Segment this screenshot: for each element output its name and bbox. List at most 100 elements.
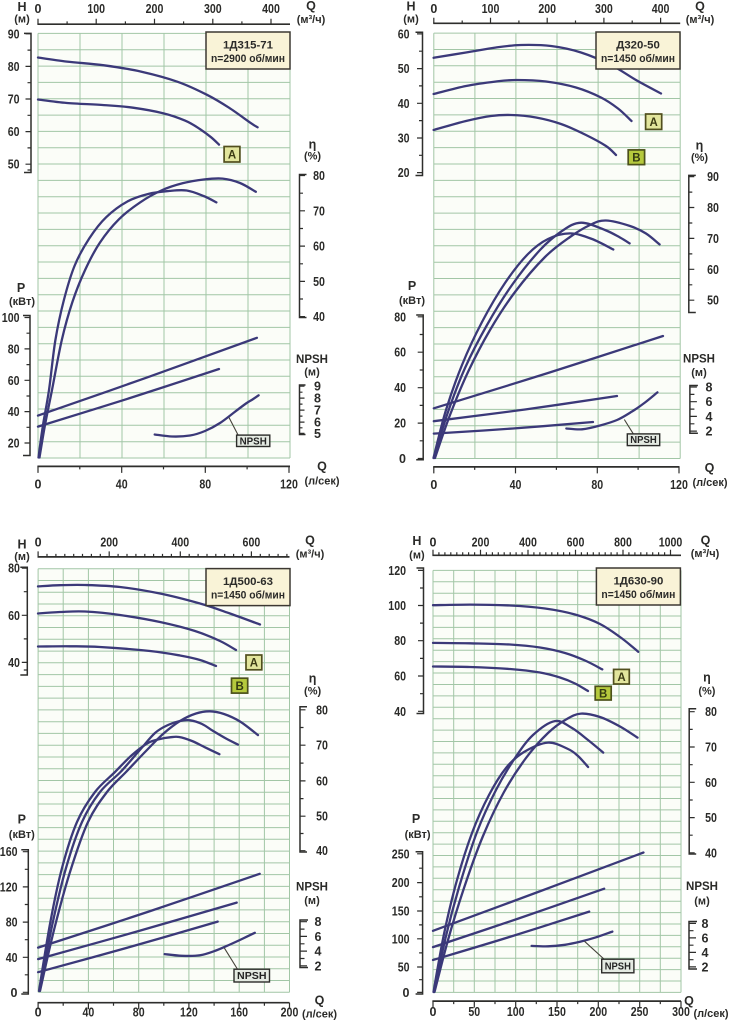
svg-text:0: 0 [11, 986, 18, 1000]
svg-text:60: 60 [394, 670, 406, 684]
svg-text:300: 300 [672, 1005, 690, 1019]
svg-text:50: 50 [398, 62, 410, 76]
svg-text:n=1450 об/мин: n=1450 об/мин [601, 589, 675, 601]
svg-text:400: 400 [652, 2, 670, 16]
svg-text:150: 150 [548, 1005, 566, 1019]
svg-text:NPSH: NPSH [683, 353, 715, 365]
svg-text:70: 70 [705, 741, 717, 755]
svg-text:(%): (%) [691, 152, 708, 164]
svg-text:30: 30 [398, 132, 410, 146]
svg-text:8: 8 [314, 392, 321, 406]
svg-text:60: 60 [707, 263, 719, 277]
svg-text:40: 40 [394, 705, 406, 719]
svg-text:200: 200 [392, 876, 410, 890]
svg-text:100: 100 [87, 2, 105, 16]
svg-text:6: 6 [706, 395, 713, 409]
svg-text:400: 400 [262, 2, 280, 16]
svg-text:NPSH: NPSH [605, 962, 631, 973]
svg-text:100: 100 [507, 1005, 525, 1019]
svg-text:20: 20 [398, 166, 410, 180]
svg-text:70: 70 [313, 204, 325, 218]
svg-text:80: 80 [394, 634, 406, 648]
svg-text:200: 200 [146, 2, 164, 16]
svg-text:0: 0 [430, 2, 437, 16]
svg-text:60: 60 [394, 346, 406, 360]
svg-text:n=2900 об/мин: n=2900 об/мин [211, 53, 285, 65]
svg-text:600: 600 [567, 536, 585, 550]
svg-text:0: 0 [399, 452, 406, 466]
svg-text:NPSH: NPSH [296, 882, 328, 894]
svg-text:80: 80 [313, 169, 325, 183]
svg-text:0: 0 [430, 536, 437, 550]
svg-text:40: 40 [313, 310, 325, 324]
svg-text:70: 70 [707, 232, 719, 246]
svg-text:NPSH: NPSH [240, 436, 267, 447]
svg-text:0: 0 [430, 1005, 437, 1019]
svg-text:4: 4 [702, 946, 709, 960]
svg-text:200: 200 [281, 1006, 299, 1020]
svg-text:(л/сек): (л/сек) [304, 476, 339, 488]
svg-text:40: 40 [394, 381, 406, 395]
svg-text:P: P [18, 813, 26, 827]
svg-text:80: 80 [6, 916, 18, 930]
svg-text:200: 200 [538, 2, 556, 16]
svg-text:800: 800 [614, 536, 632, 550]
svg-text:6: 6 [314, 416, 321, 430]
svg-text:Q: Q [315, 994, 325, 1008]
svg-text:(м³/ч): (м³/ч) [691, 548, 720, 560]
svg-text:80: 80 [199, 478, 211, 492]
svg-text:n=1450 об/мин: n=1450 об/мин [211, 590, 285, 602]
svg-text:120: 120 [280, 478, 298, 492]
svg-text:(м): (м) [304, 366, 320, 378]
svg-text:80: 80 [591, 478, 603, 492]
svg-text:H: H [406, 0, 415, 14]
svg-text:8: 8 [706, 381, 713, 395]
svg-text:60: 60 [8, 609, 20, 623]
svg-text:80: 80 [8, 342, 20, 356]
svg-text:(м³/ч): (м³/ч) [296, 549, 325, 561]
svg-text:40: 40 [398, 97, 410, 111]
svg-text:160: 160 [230, 1006, 248, 1020]
svg-text:(м): (м) [691, 367, 707, 379]
svg-text:100: 100 [388, 599, 406, 613]
svg-text:NPSH: NPSH [296, 354, 328, 366]
svg-text:60: 60 [8, 374, 20, 388]
svg-text:B: B [235, 681, 243, 693]
svg-text:40: 40 [116, 478, 128, 492]
svg-text:200: 200 [472, 536, 490, 550]
svg-text:60: 60 [313, 240, 325, 254]
svg-text:P: P [408, 279, 416, 293]
svg-text:20: 20 [8, 437, 20, 451]
svg-text:(%): (%) [304, 151, 321, 163]
svg-text:(кВт): (кВт) [405, 829, 431, 841]
svg-text:50: 50 [398, 961, 410, 975]
svg-text:0: 0 [35, 1006, 42, 1020]
svg-text:200: 200 [100, 536, 118, 550]
svg-text:P: P [17, 281, 25, 295]
svg-text:A: A [649, 117, 657, 129]
svg-text:Д320-50: Д320-50 [616, 39, 660, 51]
svg-text:η: η [309, 672, 317, 686]
svg-text:(кВт): (кВт) [9, 296, 35, 308]
svg-text:50: 50 [707, 294, 719, 308]
svg-text:(л/сек): (л/сек) [302, 1009, 337, 1021]
svg-text:A: A [228, 149, 236, 161]
svg-text:7: 7 [314, 404, 321, 418]
svg-text:80: 80 [394, 310, 406, 324]
svg-text:1Д500-63: 1Д500-63 [223, 576, 273, 588]
svg-text:Q: Q [684, 994, 694, 1008]
svg-text:Q: Q [317, 460, 327, 474]
svg-text:(м³/ч): (м³/ч) [297, 14, 326, 26]
svg-text:Q: Q [695, 0, 705, 14]
svg-text:6: 6 [702, 931, 709, 945]
svg-text:(кВт): (кВт) [399, 295, 425, 307]
svg-text:80: 80 [705, 705, 717, 719]
svg-text:(м): (м) [694, 896, 710, 908]
svg-text:60: 60 [316, 774, 328, 788]
svg-text:5: 5 [314, 427, 321, 441]
svg-text:250: 250 [392, 847, 410, 861]
svg-text:0: 0 [403, 986, 410, 1000]
svg-text:8: 8 [315, 915, 322, 929]
svg-text:NPSH: NPSH [686, 881, 718, 893]
svg-text:η: η [703, 671, 711, 685]
